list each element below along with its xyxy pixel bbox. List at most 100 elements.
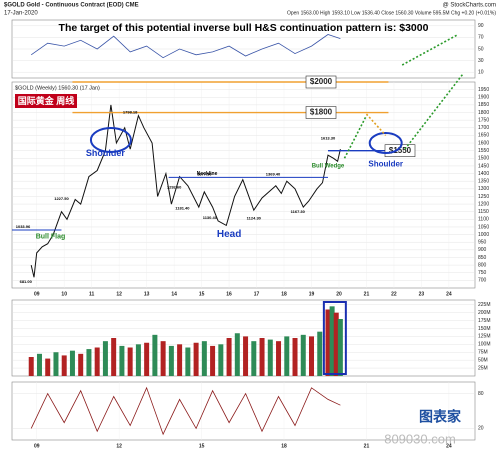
x-tick-label: 11	[89, 291, 95, 297]
volume-bar	[193, 342, 199, 376]
level-label: $1550	[389, 146, 412, 155]
y-tick-label: 50M	[478, 357, 488, 363]
y-tick-label: 800	[478, 262, 487, 268]
volume-bar	[325, 309, 331, 376]
volume-bar	[94, 347, 100, 376]
y-tick-label: 1200	[478, 201, 489, 207]
y-tick-label: 1600	[478, 140, 489, 146]
x-tick-label: 19	[309, 291, 315, 297]
annotation: 1130.40	[203, 215, 218, 220]
y-tick-label: 225M	[478, 302, 491, 308]
level-box	[305, 75, 337, 89]
volume-bar	[86, 349, 92, 376]
annotation: 1369.40	[266, 171, 281, 176]
y-tick-label: 1400	[478, 171, 489, 177]
y-tick-label: 175M	[478, 318, 491, 324]
series-line	[30, 386, 341, 436]
x-tick-label: 17	[254, 291, 260, 297]
volume-bar	[168, 345, 174, 376]
y-tick-label: 1500	[478, 156, 489, 162]
y-tick-label: 1100	[478, 217, 489, 223]
y-tick-label: 30	[478, 58, 484, 64]
volume-bar	[61, 355, 67, 376]
rsi-arrow	[401, 34, 458, 66]
level-box	[384, 144, 416, 157]
volume-bar	[284, 336, 290, 376]
x-tick-label: 09	[34, 443, 40, 449]
series-line	[30, 104, 341, 278]
x-tick-label: 24	[446, 291, 452, 297]
annotation: 1798.18	[123, 110, 138, 115]
volume-bar	[53, 352, 59, 376]
x-tick-label: 22	[391, 291, 397, 297]
y-tick-label: 1750	[478, 117, 489, 123]
y-tick-label: 1300	[478, 186, 489, 192]
site: 809030.com	[384, 431, 456, 446]
volume-bar	[102, 341, 108, 376]
legend: $GOLD (Weekly) 1560.30 (17 Jan)	[15, 85, 100, 91]
volume-bar	[201, 341, 207, 376]
x-tick-label: 09	[34, 291, 40, 297]
watermark: 图表家	[419, 409, 462, 425]
y-tick-label: 950	[478, 240, 487, 246]
badge: 国际黄金 周线	[18, 95, 75, 106]
volume-bar	[127, 347, 133, 376]
annotation: Head	[217, 229, 241, 240]
annotation: 1613.30	[321, 136, 336, 141]
volume-bar	[226, 338, 232, 376]
annotation: 1033.96	[16, 224, 31, 229]
shoulder-ring	[368, 132, 403, 155]
x-tick-label: 13	[144, 291, 150, 297]
level-box	[305, 106, 337, 119]
volume-bar	[111, 338, 117, 376]
y-tick-label: 1950	[478, 87, 489, 93]
level-label: $2000	[310, 77, 333, 86]
y-tick-label: 10	[478, 70, 484, 76]
y-tick-label: 20	[478, 426, 484, 432]
x-tick-label: 18	[281, 443, 287, 449]
volume-bar	[78, 353, 84, 376]
volume-bar	[333, 312, 339, 376]
y-tick-label: 1700	[478, 125, 489, 131]
volume-bar	[69, 350, 75, 376]
y-tick-label: 1900	[478, 95, 489, 101]
pattern-title: The target of this potential inverse bul…	[59, 22, 429, 34]
y-tick-label: 100M	[478, 342, 491, 348]
volume-bar	[177, 344, 183, 376]
y-tick-label: 75M	[478, 350, 488, 356]
level-label: $1800	[310, 108, 333, 117]
volume-bar	[144, 342, 150, 376]
x-tick-label: 20	[336, 291, 342, 297]
badge-bg	[15, 94, 77, 108]
volume-bar	[119, 345, 125, 376]
annotation: 1377.50	[197, 171, 212, 176]
y-tick-label: 1850	[478, 102, 489, 108]
x-tick-label: 18	[281, 291, 287, 297]
quote: Open 1563.00 High 1593.10 Low 1536.40 Cl…	[287, 10, 496, 16]
y-tick-label: 25M	[478, 365, 488, 371]
annotation: 1124.30	[247, 216, 262, 221]
volume-bar	[317, 331, 323, 376]
y-tick-label: 1800	[478, 110, 489, 116]
annotation: 1181.40	[175, 206, 190, 211]
y-tick-label: 900	[478, 247, 487, 253]
date: 17-Jan-2020	[4, 11, 38, 17]
y-tick-label: 70	[478, 35, 484, 41]
y-tick-label: 125M	[478, 334, 491, 340]
y-tick-label: 90	[478, 23, 484, 29]
annotation: Shoulder	[86, 148, 125, 158]
annotation: 681.00	[20, 279, 33, 284]
volume-bar	[28, 357, 34, 376]
y-tick-label: 200M	[478, 310, 491, 316]
volume-bar	[300, 334, 306, 376]
volume-bar	[45, 358, 51, 376]
volume-bar	[160, 341, 166, 376]
y-tick-label: 1050	[478, 224, 489, 230]
series-line	[30, 34, 341, 59]
y-tick-label: 1000	[478, 232, 489, 238]
x-tick-label: 23	[419, 291, 425, 297]
y-tick-label: 1550	[478, 148, 489, 154]
y-tick-label: 1350	[478, 179, 489, 185]
annotation: Shoulder	[368, 160, 403, 169]
volume-bar	[309, 336, 315, 376]
